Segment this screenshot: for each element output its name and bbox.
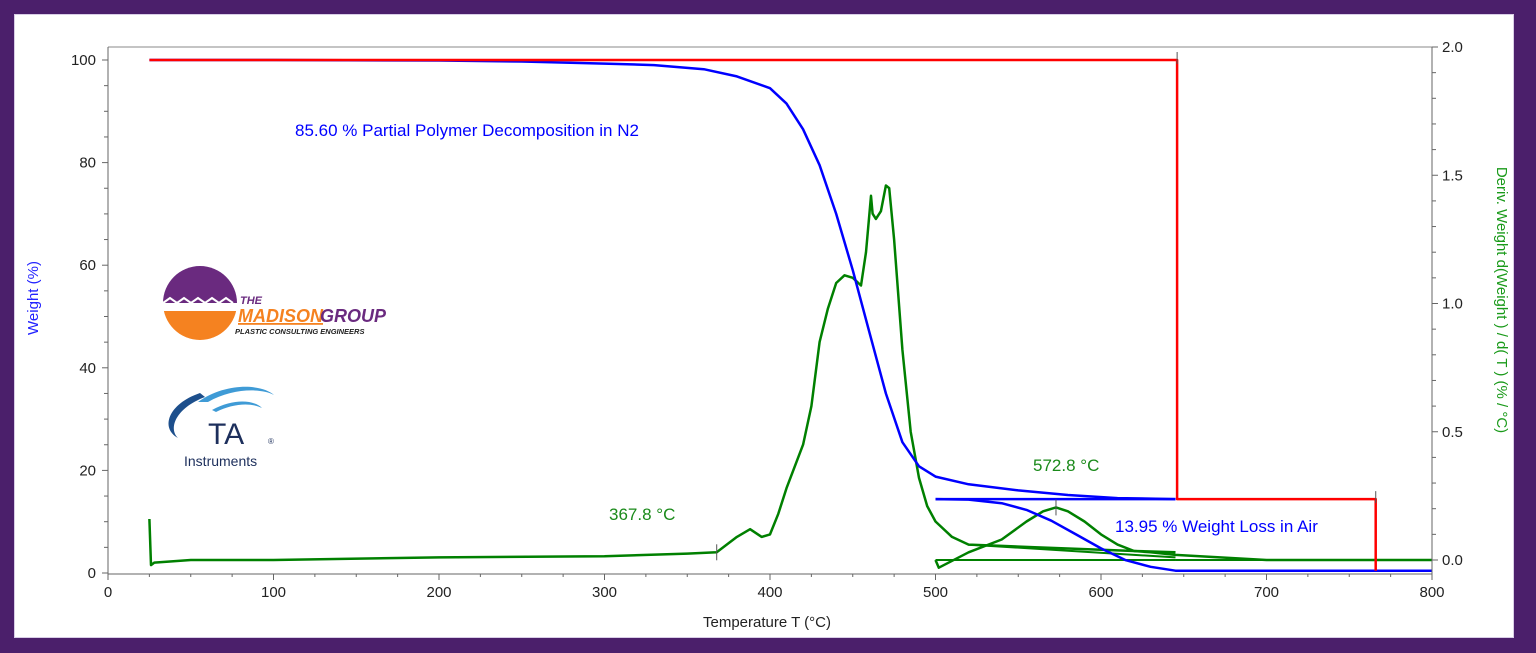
ta-swoosh-small-icon [212,401,262,412]
x-tick-label: 100 [261,584,286,601]
ta-instruments-logo: TA ® Instruments [168,386,274,469]
y-left-tick-label: 80 [79,155,96,172]
x-tick-label: 500 [923,584,948,601]
ta-mark: TA [208,418,244,451]
y-left-tick-label: 20 [79,462,96,479]
chart-frame [14,14,1514,638]
annotation-peak-367: 367.8 °C [609,505,675,524]
series-step-weight-change [149,58,1377,571]
series-weight-in-air [935,497,1432,572]
y-right-tick-label: 0.5 [1442,424,1463,441]
y-right-tick-label: 2.0 [1442,39,1463,56]
y-left-tick-label: 60 [79,257,96,274]
ta-registered: ® [268,437,274,446]
plot-lines [148,52,1432,572]
x-tick-label: 700 [1254,584,1279,601]
x-tick-label: 300 [592,584,617,601]
madison-tagline: PLASTIC CONSULTING ENGINEERS [235,327,364,336]
axes: 0 100 200 300 400 500 600 700 800 0 20 40 60 80 100 0… [71,39,1463,601]
annotation-air-weight-loss: 13.95 % Weight Loss in Air [1115,517,1318,536]
y-left-tick-label: 100 [71,52,96,69]
series-weight-in-n2 [149,58,1176,501]
x-tick-label: 200 [426,584,451,601]
x-tick-label: 0 [104,584,112,601]
deriv-baseline-tail [968,543,1176,559]
y-right-tick-label: 1.0 [1442,296,1463,313]
x-ticks: 0 100 200 300 400 500 600 700 800 [104,574,1445,601]
ta-instruments-text: Instruments [184,453,257,469]
ta-swoosh-dark-icon [168,393,205,438]
y-right-axis-title: Deriv. Weight d(Weight ) / d( T ) (% / °… [1493,167,1510,433]
y-left-tick-label: 0 [88,565,96,582]
x-tick-label: 600 [1088,584,1113,601]
annotation-peak-572: 572.8 °C [1033,456,1099,475]
x-tick-label: 400 [757,584,782,601]
y-left-tick-label: 40 [79,360,96,377]
x-tick-label: 800 [1419,584,1444,601]
madison-wave-icon [162,296,234,305]
x-axis-title: Temperature T (°C) [703,614,831,631]
y-right-tick-label: 0.0 [1442,552,1463,569]
y-right-tick-label: 1.5 [1442,167,1463,184]
annotation-n2-decomposition: 85.60 % Partial Polymer Decomposition in… [295,121,639,140]
y-left-ticks: 0 20 40 60 80 100 [71,52,108,582]
madison-name: MADISON [238,306,324,326]
y-right-ticks: 0.0 0.5 1.0 1.5 2.0 [1432,39,1463,569]
madison-the: THE [240,295,263,307]
madison-group-logo: THE MADISON GROUP PLASTIC CONSULTING ENG… [162,266,387,340]
madison-group: GROUP [320,306,387,326]
y-left-axis-title: Weight (%) [25,261,42,335]
ta-swoosh-light-icon [198,386,274,402]
